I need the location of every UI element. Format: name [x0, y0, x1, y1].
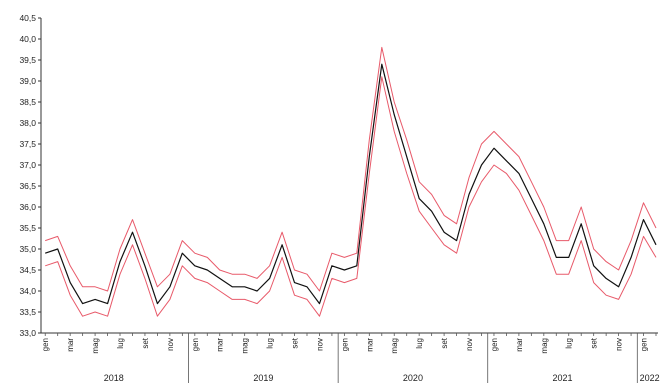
- x-tick-label: mar: [365, 338, 374, 352]
- y-tick-label: 36,0: [19, 202, 36, 212]
- y-tick-label: 39,5: [19, 55, 36, 65]
- x-tick-label: gen: [191, 338, 200, 351]
- year-label: 2018: [104, 373, 124, 383]
- x-tick-label: mar: [66, 338, 75, 352]
- x-tick-label: mag: [91, 338, 100, 354]
- y-tick-label: 34,0: [19, 286, 36, 296]
- y-tick-label: 35,0: [19, 244, 36, 254]
- x-tick-label: gen: [490, 338, 499, 351]
- series-line-upper: [45, 46, 657, 292]
- x-tick-label: nov: [465, 338, 474, 351]
- y-tick-label: 39,0: [19, 76, 36, 86]
- series-layer: [45, 46, 657, 317]
- y-tick-label: 40,5: [19, 13, 36, 23]
- y-tick-label: 38,5: [19, 97, 36, 107]
- x-tick-label: lug: [415, 338, 424, 349]
- x-tick-label: mar: [515, 338, 524, 352]
- y-tick-label: 33,5: [19, 307, 36, 317]
- axis-labels: 33,0 33,5 34,0 34,5 35,0 35,5 36,0 36,5 37,0 37,5…: [19, 13, 659, 383]
- y-tick-label: 37,0: [19, 160, 36, 170]
- x-tick-label: set: [590, 337, 599, 348]
- series-line-lower: [45, 76, 657, 317]
- year-label: 2020: [403, 373, 423, 383]
- x-tick-label: set: [141, 337, 150, 348]
- y-tick-label: 36,5: [19, 181, 36, 191]
- y-tick-label: 37,5: [19, 139, 36, 149]
- x-tick-label: gen: [640, 338, 649, 351]
- year-label: 2022: [640, 373, 660, 383]
- x-tick-label: mar: [216, 338, 225, 352]
- x-tick-label: mag: [390, 338, 399, 354]
- x-tick-label: lug: [116, 338, 125, 349]
- x-tick-label: lug: [266, 338, 275, 349]
- x-tick-label: lug: [565, 338, 574, 349]
- y-tick-label: 33,0: [19, 328, 36, 338]
- x-tick-label: nov: [166, 338, 175, 351]
- y-tick-label: 40,0: [19, 34, 36, 44]
- x-tick-label: mag: [540, 338, 549, 354]
- year-label: 2019: [253, 373, 273, 383]
- x-tick-label: nov: [315, 338, 324, 351]
- y-tick-label: 38,0: [19, 118, 36, 128]
- x-tick-label: nov: [615, 338, 624, 351]
- y-tick-label: 34,5: [19, 265, 36, 275]
- x-tick-label: set: [291, 337, 300, 348]
- x-tick-label: gen: [41, 338, 50, 351]
- y-tick-label: 35,5: [19, 223, 36, 233]
- year-label: 2021: [552, 373, 572, 383]
- series-line-estimate: [45, 63, 657, 305]
- x-tick-label: mag: [241, 338, 250, 354]
- x-tick-label: gen: [340, 338, 349, 351]
- x-tick-label: set: [440, 337, 449, 348]
- axes: [38, 17, 658, 383]
